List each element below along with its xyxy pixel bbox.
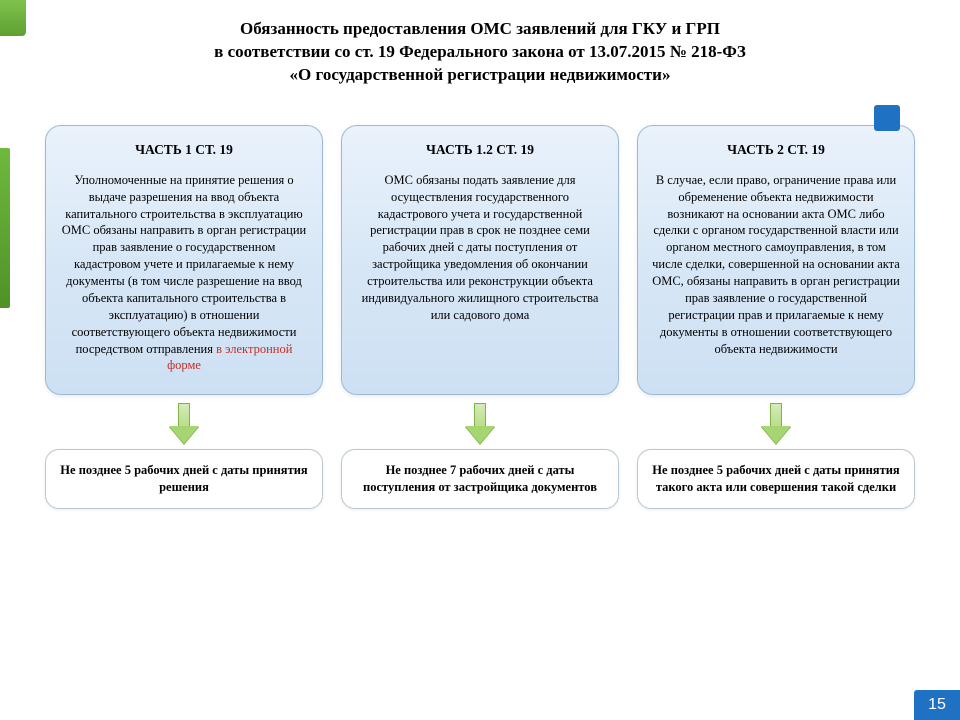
- arrows-row: [0, 403, 960, 445]
- title-line-2: в соответствии со ст. 19 Федерального за…: [40, 41, 920, 64]
- arrow-down-icon: [465, 403, 495, 445]
- card-body: ОМС обязаны подать заявление для осущест…: [356, 172, 604, 324]
- corner-accent-green: [0, 0, 26, 36]
- card-heading: ЧАСТЬ 2 СТ. 19: [652, 142, 900, 158]
- card-body-main: В случае, если право, ограничение права …: [652, 173, 900, 356]
- card-body-main: ОМС обязаны подать заявление для осущест…: [362, 173, 599, 322]
- card-body: Уполномоченные на принятие решения о выд…: [60, 172, 308, 375]
- card-part-2: ЧАСТЬ 2 СТ. 19 В случае, если право, огр…: [637, 125, 915, 396]
- card-part-1-2: ЧАСТЬ 1.2 СТ. 19 ОМС обязаны подать заяв…: [341, 125, 619, 396]
- arrow-down-icon: [169, 403, 199, 445]
- deadline-box: Не позднее 5 рабочих дней с даты приняти…: [45, 449, 323, 509]
- cards-row: ЧАСТЬ 1 СТ. 19 Уполномоченные на приняти…: [0, 95, 960, 396]
- card-part-1: ЧАСТЬ 1 СТ. 19 Уполномоченные на приняти…: [45, 125, 323, 396]
- arrow-down-icon: [761, 403, 791, 445]
- card-heading: ЧАСТЬ 1 СТ. 19: [60, 142, 308, 158]
- deadline-box: Не позднее 7 рабочих дней с даты поступл…: [341, 449, 619, 509]
- title-line-1: Обязанность предоставления ОМС заявлений…: [40, 18, 920, 41]
- card-body-main: Уполномоченные на принятие решения о выд…: [62, 173, 306, 356]
- card-heading: ЧАСТЬ 1.2 СТ. 19: [356, 142, 604, 158]
- deadline-box: Не позднее 5 рабочих дней с даты приняти…: [637, 449, 915, 509]
- arrow-cell: [637, 403, 915, 445]
- arrow-cell: [45, 403, 323, 445]
- title-line-3: «О государственной регистрации недвижимо…: [40, 64, 920, 87]
- square-accent-blue: [874, 105, 900, 131]
- page-number-badge: 15: [914, 690, 960, 720]
- card-body: В случае, если право, ограничение права …: [652, 172, 900, 358]
- side-accent-green: [0, 148, 10, 308]
- slide-title: Обязанность предоставления ОМС заявлений…: [0, 0, 960, 95]
- deadline-row: Не позднее 5 рабочих дней с даты приняти…: [0, 449, 960, 509]
- arrow-cell: [341, 403, 619, 445]
